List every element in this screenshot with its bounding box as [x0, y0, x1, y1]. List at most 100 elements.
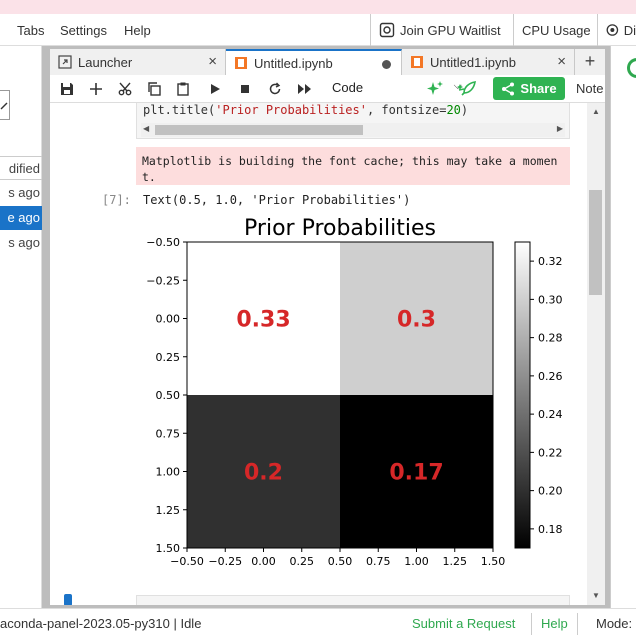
horizontal-scrollbar[interactable]: ◀ ▶	[141, 123, 565, 137]
plus-icon	[90, 83, 102, 95]
scroll-up-icon[interactable]: ▲	[592, 107, 600, 116]
cpu-usage-label: CPU Usage	[522, 22, 591, 38]
x-tick-label: −0.25	[208, 555, 242, 568]
scroll-down-icon[interactable]: ▼	[592, 591, 600, 600]
horizontal-scroll-thumb[interactable]	[155, 125, 363, 135]
scroll-left-icon[interactable]: ◀	[143, 124, 150, 133]
refresh-icon	[269, 82, 281, 95]
notebook-toolbar: Code ⌵ Share Note	[50, 75, 605, 103]
chevron-down-icon: ⌵	[453, 80, 462, 92]
y-tick-label: 0.25	[156, 351, 181, 364]
close-icon[interactable]: ×	[557, 53, 566, 70]
heatmap-cell	[340, 395, 493, 548]
partial-top-button[interactable]: Di	[597, 14, 636, 46]
vertical-scrollbar[interactable]: ▲ ▼	[587, 103, 605, 605]
tab-label: Untitled1.ipynb	[430, 54, 516, 70]
notebook-kernel-label[interactable]: Note	[576, 81, 604, 96]
tab-label: Launcher	[78, 54, 133, 70]
x-tick-label: 1.50	[481, 555, 506, 568]
file-browser-search[interactable]	[0, 90, 10, 120]
menu-tabs[interactable]: Tabs	[17, 23, 45, 38]
cut-button[interactable]	[116, 80, 134, 98]
run-button[interactable]	[206, 80, 224, 98]
launcher-icon	[58, 55, 72, 69]
save-icon	[61, 83, 73, 95]
y-tick-label: 1.00	[156, 466, 181, 479]
unsaved-dot-icon[interactable]	[382, 60, 391, 69]
scissors-icon	[118, 82, 132, 96]
save-button[interactable]	[58, 80, 76, 98]
insert-cell-button[interactable]	[87, 80, 105, 98]
file-browser-panel: dified s ago e ago s ago	[0, 46, 42, 608]
share-button[interactable]: Share	[493, 77, 565, 100]
output-text: Text(0.5, 1.0, 'Prior Probabilities')	[143, 193, 411, 207]
paste-button[interactable]	[174, 80, 192, 98]
colorbar-tick-label: 0.32	[538, 255, 563, 268]
menu-settings[interactable]: Settings	[60, 23, 107, 38]
ai-sparkle-button[interactable]	[426, 80, 444, 98]
colorbar-tick-label: 0.22	[538, 446, 563, 459]
heatmap-cell	[340, 242, 493, 395]
x-tick-label: 0.50	[328, 555, 353, 568]
right-panel	[610, 46, 636, 608]
y-tick-label: 0.00	[156, 313, 181, 326]
tab-untitled-ipynb[interactable]: Untitled.ipynb	[226, 49, 402, 75]
top-banner	[0, 0, 636, 14]
target-icon	[606, 24, 619, 36]
partial-top-label: Di	[623, 22, 636, 38]
share-icon	[502, 82, 515, 95]
tab-untitled1-ipynb[interactable]: Untitled1.ipynb ×	[402, 49, 575, 75]
file-browser-row[interactable]: s ago	[8, 235, 40, 250]
code-number: 20	[446, 103, 461, 117]
close-icon[interactable]: ×	[208, 53, 217, 70]
interrupt-button[interactable]	[236, 80, 254, 98]
colorbar	[514, 241, 531, 549]
join-gpu-waitlist-button[interactable]: Join GPU Waitlist	[370, 14, 513, 46]
scroll-right-icon[interactable]: ▶	[556, 124, 563, 133]
chart-title: Prior Probabilities	[244, 216, 436, 241]
rocket-icon	[457, 81, 476, 96]
gpu-icon	[379, 22, 395, 38]
copy-button[interactable]	[145, 80, 163, 98]
play-icon	[211, 84, 220, 94]
y-tick-label: −0.25	[146, 274, 180, 287]
file-browser-row-selected[interactable]: e ago	[0, 206, 42, 230]
y-tick-label: −0.50	[146, 236, 180, 249]
x-tick-label: 1.00	[404, 555, 429, 568]
fast-forward-icon	[298, 84, 311, 94]
cpu-usage-button[interactable]: CPU Usage	[513, 14, 597, 46]
vertical-scroll-thumb[interactable]	[589, 190, 602, 295]
submit-request-link[interactable]: Submit a Request	[412, 616, 516, 631]
cell-type-value: Code	[332, 80, 364, 95]
menu-help[interactable]: Help	[124, 23, 151, 38]
x-tick-label: −0.50	[170, 555, 204, 568]
notebook-icon	[235, 57, 247, 69]
run-all-button[interactable]	[296, 80, 314, 98]
status-bar: aconda-panel-2023.05-py310 | Idle Submit…	[0, 608, 636, 639]
code-cell-input[interactable]: plt.title('Prior Probabilities', fontsiz…	[136, 103, 570, 139]
help-link[interactable]: Help	[531, 613, 578, 635]
notebook-content: plt.title('Prior Probabilities', fontsiz…	[50, 103, 587, 605]
colorbar-tick-label: 0.30	[538, 293, 563, 306]
next-code-cell[interactable]	[136, 595, 570, 605]
x-tick-label: 0.25	[290, 555, 315, 568]
sparkle-icon	[427, 81, 443, 95]
share-label: Share	[520, 81, 557, 96]
active-cell-marker[interactable]	[64, 594, 72, 605]
tab-launcher[interactable]: Launcher ×	[50, 49, 226, 75]
y-tick-label: 1.25	[156, 504, 181, 517]
restart-button[interactable]	[266, 80, 284, 98]
kernel-status[interactable]: aconda-panel-2023.05-py310 | Idle	[0, 616, 202, 631]
stop-icon	[241, 85, 249, 93]
copy-icon	[148, 82, 161, 96]
notebook-icon	[411, 56, 423, 68]
y-tick-label: 1.50	[156, 542, 181, 555]
cell-type-select[interactable]: Code ⌵	[332, 80, 462, 98]
add-tab-button[interactable]: +	[575, 49, 605, 75]
x-tick-label: 1.25	[443, 555, 468, 568]
tab-bar: Launcher × Untitled.ipynb Untitled1.ipyn…	[50, 49, 605, 75]
file-browser-row[interactable]: s ago	[8, 185, 40, 200]
colorbar-tick-label: 0.20	[538, 485, 563, 498]
launch-deploy-button[interactable]	[456, 80, 478, 98]
file-browser-modified-header[interactable]: dified	[0, 156, 42, 180]
